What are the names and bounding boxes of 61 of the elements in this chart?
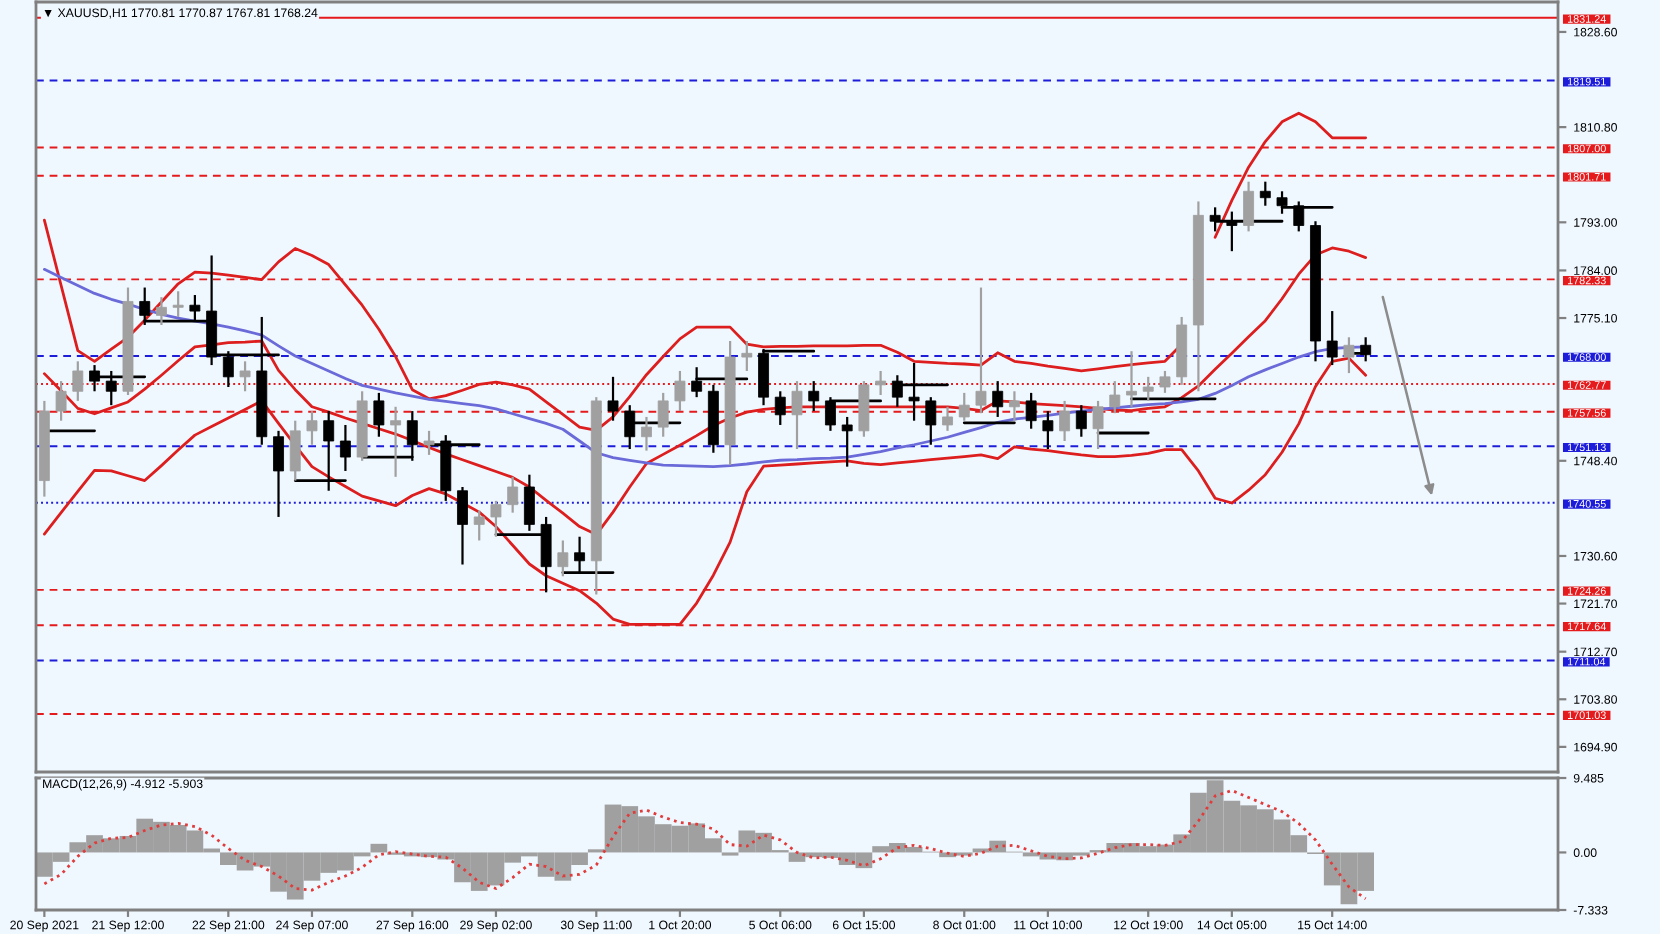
- candlestick: [273, 429, 284, 519]
- candlestick: [992, 380, 1004, 419]
- candlestick: [55, 380, 67, 422]
- candlestick: [373, 391, 385, 438]
- candlestick: [942, 405, 953, 432]
- candlestick: [557, 539, 569, 578]
- candlestick: [289, 419, 301, 482]
- candlestick: [206, 254, 218, 367]
- candlestick: [908, 361, 920, 422]
- candlestick: [105, 369, 117, 407]
- candlestick: [490, 499, 502, 538]
- candlestick: [222, 350, 234, 389]
- candlestick: [72, 360, 84, 403]
- candlestick: [741, 339, 753, 373]
- candlestick: [791, 380, 803, 451]
- candlestick: [406, 409, 418, 462]
- line-series: [42, 789, 1368, 901]
- candlestick: [875, 369, 887, 397]
- candlestick: [306, 409, 318, 446]
- candlestick: [691, 366, 703, 399]
- candlestick: [825, 396, 836, 432]
- candlestick: [1259, 180, 1271, 207]
- candlestick: [858, 380, 870, 438]
- candlestick: [624, 404, 636, 451]
- candlestick: [1025, 391, 1037, 430]
- candlestick: [156, 296, 167, 327]
- candlestick: [808, 380, 820, 413]
- candlestick: [841, 415, 853, 468]
- candlestick: [925, 396, 937, 446]
- candlestick: [457, 485, 468, 566]
- candlestick: [1075, 404, 1087, 438]
- candlestick: [1092, 399, 1104, 451]
- candlestick: [1109, 380, 1121, 415]
- candlestick: [891, 374, 903, 408]
- candlestick: [189, 293, 201, 323]
- candlestick: [239, 360, 251, 393]
- candlestick: [1042, 409, 1054, 451]
- candlestick: [339, 423, 351, 473]
- candlestick: [473, 509, 485, 542]
- candlestick: [1059, 399, 1071, 443]
- candlestick: [172, 290, 184, 319]
- candlestick: [1008, 390, 1020, 422]
- candlestick: [1326, 309, 1338, 367]
- candlestick: [657, 391, 669, 438]
- candlestick: [139, 286, 151, 327]
- candlestick: [1142, 375, 1154, 403]
- candlestick: [1159, 369, 1171, 394]
- candlestick: [758, 347, 769, 407]
- candlestick: [774, 390, 786, 427]
- candlestick: [975, 286, 987, 415]
- candlestick: [507, 475, 519, 514]
- candlestick: [641, 415, 652, 452]
- candlestick: [390, 405, 402, 478]
- candlestick: [1126, 350, 1137, 408]
- candlestick: [423, 429, 435, 457]
- candlestick: [958, 391, 970, 422]
- candlestick: [323, 409, 335, 492]
- candlestick: [1343, 336, 1355, 375]
- candlestick: [674, 369, 686, 413]
- candlestick: [607, 375, 619, 422]
- candlestick: [1243, 180, 1255, 233]
